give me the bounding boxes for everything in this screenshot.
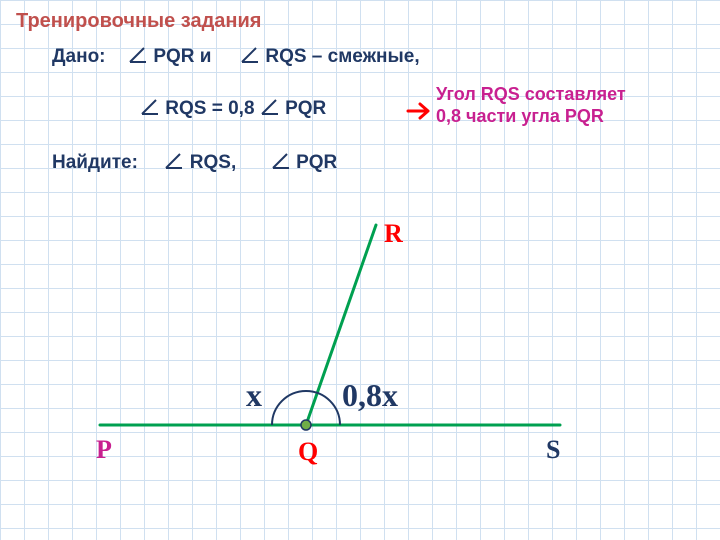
find-label: Найдите: <box>52 152 138 173</box>
diagram-svg <box>60 205 620 495</box>
equation-line: RQS = 0,8 PQR <box>140 98 326 122</box>
point-label-S: S <box>546 435 560 465</box>
page-title: Тренировочные задания <box>16 10 261 33</box>
find-rqs: RQS, <box>190 152 236 173</box>
point-label-Q: Q <box>298 437 318 467</box>
note-line2: 0,8 части угла PQR <box>436 106 626 128</box>
x-left-label: х <box>246 377 262 414</box>
angle-icon <box>271 152 291 176</box>
find-line: Найдите: RQS, PQR <box>52 152 337 176</box>
given-rqs: RQS – смежные, <box>265 46 419 67</box>
x-right-label: 0,8х <box>342 377 398 414</box>
angle-icon <box>140 98 160 122</box>
angle-icon <box>260 98 280 122</box>
angle-icon <box>164 152 184 176</box>
note-text: Угол RQS составляет 0,8 части угла PQR <box>436 84 626 127</box>
angle-icon <box>240 46 260 70</box>
given-label: Дано: <box>52 46 106 67</box>
arrow-icon <box>406 96 434 128</box>
point-label-R: R <box>384 219 403 249</box>
note-line1: Угол RQS составляет <box>436 84 626 106</box>
angle-icon <box>128 46 148 70</box>
geometry-diagram: P Q R S х 0,8х <box>60 205 620 495</box>
given-pqr: PQR и <box>153 46 211 67</box>
content-layer: Тренировочные задания Дано: PQR и RQS – … <box>0 0 720 540</box>
find-pqr: PQR <box>296 152 337 173</box>
eq-lhs: RQS = 0,8 <box>165 98 254 119</box>
eq-rhs: PQR <box>285 98 326 119</box>
given-line: Дано: PQR и RQS – смежные, <box>52 46 420 70</box>
point-label-P: P <box>96 435 112 465</box>
